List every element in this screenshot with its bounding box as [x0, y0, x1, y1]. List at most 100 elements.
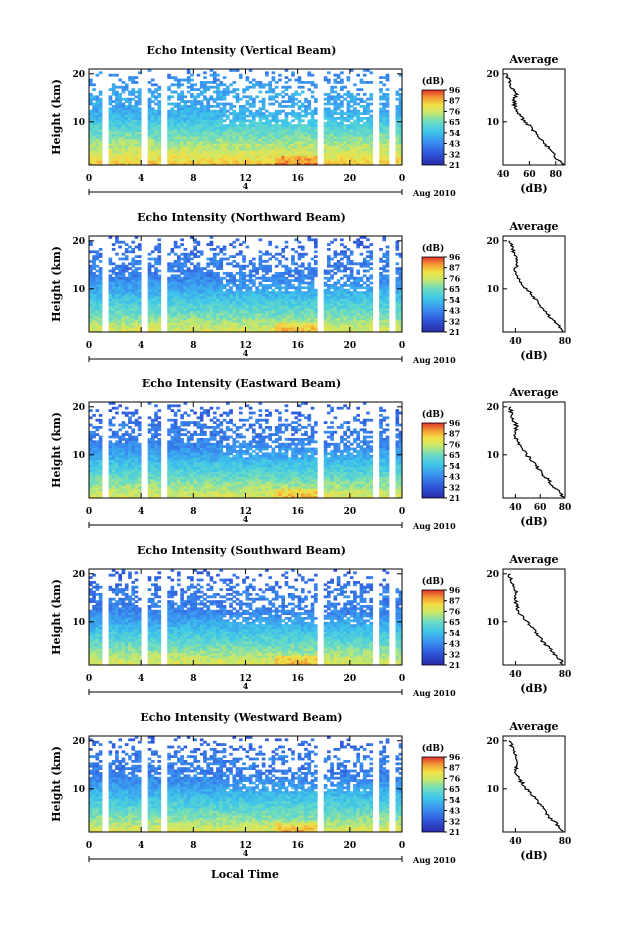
- avg-y-tick-label: 10: [486, 118, 499, 128]
- heatmap-cell: [382, 260, 387, 263]
- heatmap-cell: [196, 312, 201, 316]
- heatmap-cell: [118, 109, 122, 113]
- heatmap-cell: [235, 114, 240, 118]
- heatmap-cell: [336, 76, 341, 79]
- heatmap-cell: [154, 329, 158, 333]
- heatmap-cell: [323, 300, 328, 304]
- heatmap-cell: [353, 133, 357, 137]
- heatmap-cell: [366, 105, 370, 108]
- heatmap-cell: [287, 131, 292, 135]
- heatmap-cell: [398, 279, 403, 282]
- heatmap-cell: [131, 312, 136, 316]
- heatmap-cell: [255, 308, 259, 311]
- heatmap-cell: [98, 100, 103, 103]
- heatmap-cell: [180, 129, 184, 132]
- heatmap-cell: [304, 148, 308, 151]
- heatmap-cell: [108, 133, 113, 137]
- heatmap-cell: [349, 105, 354, 108]
- heatmap-cell: [124, 288, 129, 292]
- heatmap-cell: [261, 312, 266, 316]
- heatmap-cell: [343, 327, 347, 330]
- heatmap-cell: [238, 327, 243, 330]
- heatmap-cell: [300, 155, 305, 159]
- heatmap-cell: [245, 317, 250, 321]
- heatmap-cell: [327, 305, 331, 309]
- heatmap-cell: [330, 95, 334, 99]
- heatmap-cell: [379, 300, 383, 304]
- heatmap-cell: [196, 100, 201, 103]
- heatmap-cell: [356, 315, 361, 318]
- heatmap-cell: [313, 272, 318, 275]
- heatmap-cell: [343, 160, 347, 163]
- heatmap-cell: [349, 300, 354, 304]
- heatmap-cell: [124, 162, 129, 166]
- heatmap-cell: [157, 288, 162, 292]
- heatmap-cell: [212, 291, 217, 294]
- heatmap-cell: [186, 291, 191, 294]
- heatmap-cell: [369, 143, 374, 147]
- heatmap-cell: [225, 153, 230, 156]
- heatmap-cell: [366, 317, 370, 321]
- heatmap-cell: [369, 250, 374, 254]
- heatmap-cell: [278, 291, 282, 294]
- heatmap-cell: [118, 150, 122, 154]
- heatmap-cell: [323, 155, 328, 159]
- heatmap-cell: [128, 160, 132, 163]
- heatmap-cell: [356, 162, 361, 166]
- heatmap-cell: [128, 329, 132, 333]
- heatmap-cell: [287, 305, 292, 309]
- heatmap-cell: [274, 141, 279, 144]
- heatmap-cell: [359, 133, 364, 137]
- heatmap-cell: [225, 296, 230, 299]
- heatmap-cell: [108, 262, 113, 266]
- heatmap-cell: [235, 317, 240, 321]
- heatmap-cell: [274, 284, 279, 287]
- heatmap-cell: [186, 126, 191, 130]
- heatmap-cell: [89, 119, 93, 123]
- heatmap-cell: [196, 276, 201, 280]
- heatmap-cell: [238, 73, 243, 77]
- heatmap-cell: [359, 138, 364, 142]
- heatmap-cell: [190, 93, 194, 96]
- heatmap-cell: [137, 95, 142, 99]
- heatmap-cell: [232, 329, 237, 333]
- heatmap-cell: [261, 296, 266, 299]
- heatmap-cell: [180, 281, 184, 285]
- heatmap-cell: [238, 250, 243, 254]
- heatmap-cell: [137, 143, 142, 147]
- heatmap-cell: [248, 112, 253, 115]
- heatmap-cell: [222, 324, 227, 328]
- heatmap-cell: [245, 102, 250, 106]
- heatmap-cell: [245, 327, 250, 330]
- heatmap-cell: [327, 97, 331, 101]
- heatmap-cell: [366, 81, 370, 84]
- heatmap-cell: [252, 133, 256, 137]
- heatmap-cell: [356, 97, 361, 101]
- heatmap-cell: [333, 141, 338, 144]
- heatmap-cell: [154, 269, 158, 273]
- heatmap-cell: [274, 308, 279, 311]
- heatmap-cell: [307, 153, 312, 156]
- heatmap-cell: [313, 100, 318, 103]
- heatmap-cell: [313, 312, 318, 316]
- heatmap-cell: [313, 85, 318, 89]
- heatmap-cell: [177, 143, 181, 147]
- heatmap-cell: [307, 81, 312, 84]
- heatmap-cell: [327, 293, 331, 297]
- heatmap-cell: [346, 284, 351, 287]
- heatmap-cell: [128, 126, 132, 130]
- heatmap-cell: [304, 97, 308, 101]
- heatmap-cell: [167, 124, 171, 127]
- heatmap-cell: [196, 293, 201, 297]
- heatmap-cell: [242, 274, 246, 278]
- heatmap-cell: [190, 88, 194, 91]
- heatmap-cell: [190, 160, 194, 163]
- heatmap-cell: [310, 95, 315, 99]
- heatmap-cell: [154, 298, 158, 302]
- heatmap-cell: [170, 291, 175, 294]
- heatmap-cell: [170, 279, 175, 282]
- heatmap-cell: [330, 114, 334, 118]
- heatmap-cell: [121, 291, 126, 294]
- heatmap-cell: [333, 73, 338, 77]
- heatmap-cell: [98, 272, 103, 275]
